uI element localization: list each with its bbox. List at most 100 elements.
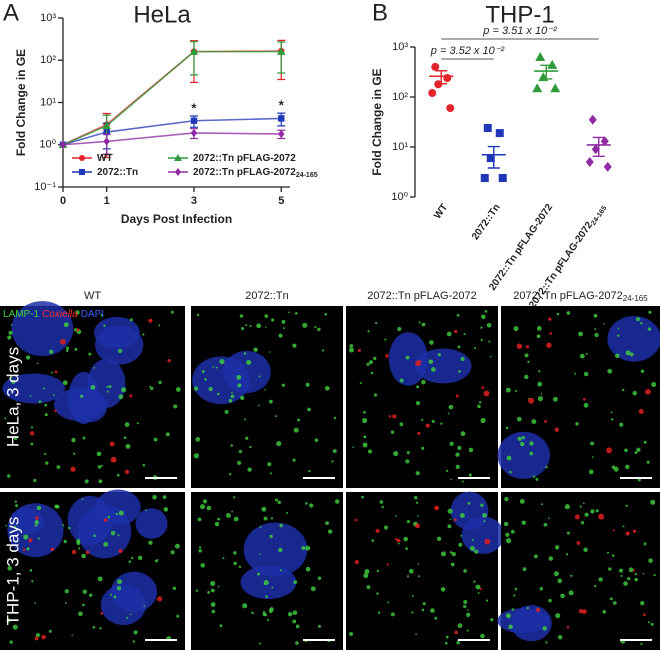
lamp-dot	[458, 370, 461, 373]
error-bar	[277, 41, 286, 74]
lamp-dot	[405, 459, 410, 464]
lamp-dot	[43, 387, 46, 390]
lamp-dot	[264, 389, 266, 391]
lamp-dot	[33, 478, 37, 483]
lamp-dot	[207, 590, 211, 594]
lamp-dot	[480, 633, 485, 639]
coxiella-dot	[28, 538, 33, 543]
lamp-dot	[292, 619, 297, 624]
lamp-dot	[377, 611, 381, 614]
y-tick-label: 10⁰	[39, 139, 56, 151]
marker	[591, 144, 600, 155]
y-tick-label: 10²	[40, 54, 56, 66]
lamp-dot	[446, 331, 452, 337]
lamp-dot	[463, 569, 467, 573]
lamp-dot	[216, 392, 220, 396]
lamp-dot	[564, 504, 570, 510]
lamp-dot	[324, 312, 328, 316]
coxiella-dot	[479, 587, 482, 590]
micrograph	[497, 492, 660, 650]
lamp-dot	[76, 541, 81, 546]
column-text: 2072::Tn	[245, 290, 288, 302]
lamp-dot	[267, 462, 272, 467]
coxiella-dot	[103, 518, 108, 522]
coxiella-dot	[535, 607, 541, 612]
marker	[278, 115, 285, 122]
lamp-dot	[590, 509, 595, 514]
lamp-dot	[210, 602, 216, 607]
lamp-dot	[570, 574, 573, 577]
micrograph	[0, 301, 185, 488]
lamp-dot	[352, 446, 355, 449]
lamp-dot	[217, 517, 221, 521]
coxiella-dot	[582, 609, 587, 614]
y-tick-label: 10¹	[392, 141, 408, 153]
lamp-dot	[449, 441, 454, 446]
lamp-dot	[607, 368, 613, 374]
lamp-dot	[82, 603, 85, 607]
lamp-dot	[126, 616, 129, 619]
lamp-dot	[456, 641, 460, 645]
lamp-dot	[269, 534, 273, 539]
lamp-dot	[467, 501, 471, 505]
lamp-dot	[460, 534, 463, 537]
lamp-dot	[418, 321, 421, 324]
lamp-dot	[11, 379, 16, 384]
lamp-dot	[78, 547, 81, 550]
coxiella-dot	[110, 456, 117, 463]
lamp-dot	[648, 310, 652, 314]
lamp-dot	[545, 465, 548, 469]
lamp-dot	[437, 353, 441, 357]
lamp-dot	[108, 385, 112, 389]
lamp-dot	[45, 461, 49, 465]
lamp-dot	[594, 328, 597, 331]
lamp-dot	[478, 401, 482, 404]
lamp-dot	[302, 322, 308, 328]
lamp-dot	[593, 313, 598, 318]
lamp-dot	[145, 509, 148, 512]
coxiella-dot	[638, 408, 644, 415]
lamp-dot	[9, 640, 13, 644]
lamp-dot	[535, 477, 539, 481]
annotation: *	[191, 100, 197, 115]
lamp-dot	[238, 565, 242, 569]
lamp-dot	[448, 404, 454, 410]
lamp-dot	[568, 590, 574, 596]
lamp-dot	[362, 442, 368, 448]
lamp-dot	[38, 400, 42, 404]
lamp-dot	[598, 577, 603, 582]
lamp-dot	[489, 355, 492, 358]
lamp-dot	[106, 385, 109, 388]
lamp-dot	[540, 503, 543, 506]
lamp-dot	[13, 436, 18, 441]
marker	[600, 136, 609, 147]
lamp-dot	[8, 330, 13, 335]
lamp-dot	[557, 578, 562, 584]
lamp-dot	[457, 445, 462, 450]
lamp-dot	[636, 447, 641, 452]
coxiella-dot	[148, 318, 153, 323]
lamp-dot	[539, 587, 544, 591]
lamp-dot	[615, 353, 620, 359]
micrograph	[0, 489, 185, 650]
column-header: 2072::Tn pFLAG-207224-165	[513, 290, 648, 303]
lamp-dot	[463, 333, 466, 336]
lamp-dot	[7, 566, 12, 571]
lamp-dot	[363, 411, 366, 414]
lamp-dot	[364, 569, 370, 575]
lamp-dot	[387, 601, 390, 604]
lamp-dot	[262, 611, 266, 615]
lamp-dot	[640, 642, 643, 645]
lamp-dot	[383, 525, 389, 530]
lamp-dot	[461, 480, 464, 483]
lamp-dot	[332, 449, 337, 453]
marker	[102, 121, 111, 130]
lamp-dot	[118, 394, 124, 400]
lamp-dot	[99, 627, 102, 630]
category-text: WT	[432, 202, 450, 221]
lamp-dot	[640, 322, 643, 325]
lamp-dot	[193, 453, 200, 459]
lamp-dot	[210, 580, 216, 587]
lamp-dot	[324, 386, 330, 391]
lamp-dot	[110, 593, 113, 596]
